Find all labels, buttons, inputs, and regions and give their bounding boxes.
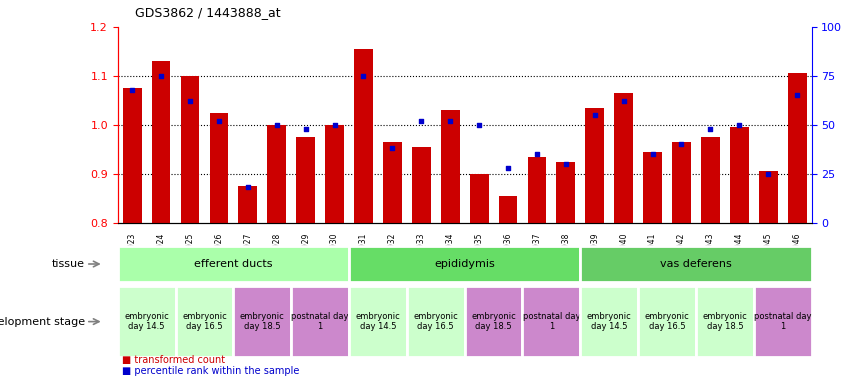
Text: ■ transformed count: ■ transformed count	[122, 355, 225, 365]
Bar	[557, 162, 575, 223]
Point	[415, 118, 428, 124]
Point	[733, 122, 746, 128]
Bar	[470, 174, 489, 223]
Point	[357, 73, 370, 79]
Point	[473, 122, 486, 128]
Point	[617, 98, 631, 104]
Bar	[788, 73, 807, 223]
Bar	[441, 110, 459, 223]
Point	[646, 151, 659, 157]
Point	[125, 86, 139, 93]
Point	[559, 161, 573, 167]
Text: development stage: development stage	[0, 316, 85, 327]
Point	[299, 126, 312, 132]
Bar	[354, 49, 373, 223]
Bar	[151, 61, 171, 223]
Text: ■ percentile rank within the sample: ■ percentile rank within the sample	[122, 366, 299, 376]
Bar	[209, 113, 228, 223]
Text: embryonic
day 18.5: embryonic day 18.5	[471, 312, 516, 331]
Text: embryonic
day 18.5: embryonic day 18.5	[702, 312, 747, 331]
Bar	[672, 142, 690, 223]
Bar	[730, 127, 748, 223]
Bar	[614, 93, 633, 223]
Bar	[239, 186, 257, 223]
Point	[241, 184, 255, 190]
Bar	[499, 196, 517, 223]
Bar	[123, 88, 141, 223]
Text: postnatal day
1: postnatal day 1	[522, 312, 580, 331]
Point	[386, 145, 399, 151]
Text: vas deferens: vas deferens	[660, 259, 732, 269]
Point	[501, 165, 515, 171]
Bar	[643, 152, 662, 223]
Text: embryonic
day 18.5: embryonic day 18.5	[240, 312, 284, 331]
Text: embryonic
day 16.5: embryonic day 16.5	[645, 312, 690, 331]
Bar	[296, 137, 315, 223]
Text: embryonic
day 14.5: embryonic day 14.5	[124, 312, 169, 331]
Text: embryonic
day 14.5: embryonic day 14.5	[587, 312, 632, 331]
Bar	[181, 76, 199, 223]
Bar	[267, 125, 286, 223]
Text: GDS3862 / 1443888_at: GDS3862 / 1443888_at	[135, 6, 280, 19]
Point	[183, 98, 197, 104]
Point	[674, 141, 688, 147]
Bar	[527, 157, 547, 223]
Bar	[759, 171, 778, 223]
Text: postnatal day
1: postnatal day 1	[754, 312, 812, 331]
Point	[328, 122, 341, 128]
Point	[761, 170, 775, 177]
Bar	[383, 142, 402, 223]
Text: tissue: tissue	[52, 259, 85, 269]
Point	[443, 118, 457, 124]
Point	[212, 118, 225, 124]
Point	[155, 73, 168, 79]
Text: embryonic
day 16.5: embryonic day 16.5	[182, 312, 227, 331]
Point	[588, 112, 601, 118]
Bar	[585, 108, 604, 223]
Text: postnatal day
1: postnatal day 1	[291, 312, 349, 331]
Bar	[412, 147, 431, 223]
Bar	[701, 137, 720, 223]
Point	[791, 92, 804, 98]
Point	[530, 151, 543, 157]
Bar	[325, 125, 344, 223]
Point	[704, 126, 717, 132]
Text: embryonic
day 14.5: embryonic day 14.5	[356, 312, 400, 331]
Text: epididymis: epididymis	[434, 259, 495, 269]
Text: efferent ducts: efferent ducts	[194, 259, 272, 269]
Point	[270, 122, 283, 128]
Text: embryonic
day 16.5: embryonic day 16.5	[414, 312, 458, 331]
